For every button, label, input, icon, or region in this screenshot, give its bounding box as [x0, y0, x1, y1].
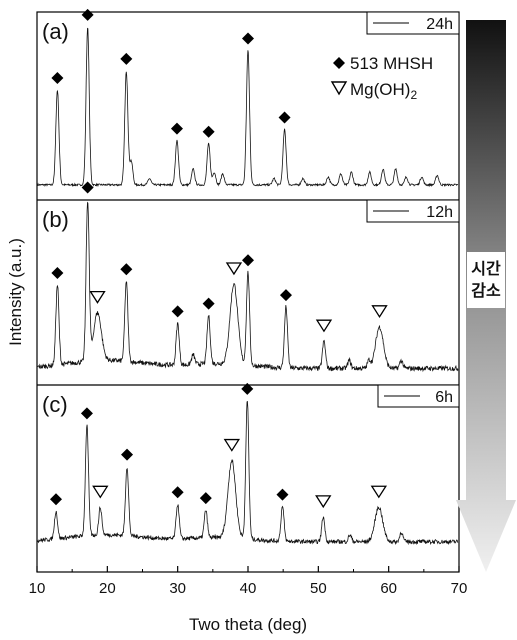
x-tick-label: 70	[451, 580, 468, 597]
x-tick-label: 60	[380, 580, 397, 597]
panels: (a) 24h (b) 12h (c) 6h	[37, 8, 460, 546]
arrow-label-line2: 감소	[471, 281, 501, 300]
mhsh-diamond-marker	[120, 263, 133, 276]
mhsh-diamond-marker	[170, 122, 183, 135]
x-tick-label: 10	[29, 580, 46, 597]
x-axis-ticks: 10 20 30 40 50 60 70	[29, 566, 468, 597]
x-tick-label: 50	[310, 580, 327, 597]
panel-0: (a) 24h	[37, 8, 460, 188]
mhsh-diamond-marker	[242, 254, 254, 267]
xrd-trace-line	[37, 201, 459, 373]
panel-label: (b)	[42, 207, 69, 232]
mhsh-diamond-marker	[276, 488, 289, 501]
series-legend-label: 6h	[435, 389, 453, 406]
mhsh-diamond-marker	[121, 448, 134, 461]
mhsh-diamond-marker	[80, 407, 93, 420]
legend: 513 MHSH Mg(OH)2	[330, 54, 433, 102]
x-tick-label: 30	[169, 580, 186, 597]
mhsh-diamond-marker	[171, 486, 184, 499]
mhsh-diamond-marker	[242, 32, 254, 45]
series-legend-label: 24h	[426, 16, 453, 33]
triangle-marker-icon	[330, 81, 348, 96]
panel-label: (c)	[42, 392, 68, 417]
xrd-trace-line	[37, 400, 459, 546]
panel-1: (b) 12h	[37, 181, 460, 373]
legend-mgoh2-subscript: 2	[410, 88, 417, 102]
time-decrease-arrow: 시간 감소	[456, 20, 516, 572]
series-legend-label: 12h	[426, 204, 453, 221]
legend-mgoh2-main: Mg(OH)	[350, 80, 410, 99]
panel-2: (c) 6h	[37, 382, 460, 546]
mhsh-diamond-marker	[49, 493, 62, 506]
mhsh-diamond-marker	[279, 289, 292, 302]
x-axis-label: Two theta (deg)	[189, 615, 307, 634]
arrow-label-line1: 시간	[471, 260, 501, 278]
mhsh-diamond-marker	[81, 181, 94, 194]
mgoh2-triangle-marker	[315, 319, 333, 333]
series-legend-box	[366, 199, 460, 223]
mgoh2-triangle-marker	[223, 438, 241, 452]
mhsh-diamond-marker	[241, 382, 254, 395]
mhsh-diamond-marker	[120, 52, 133, 65]
mhsh-diamond-marker	[171, 305, 184, 318]
mhsh-diamond-marker	[51, 266, 64, 279]
mhsh-diamond-marker	[278, 111, 291, 124]
mgoh2-triangle-marker	[225, 262, 243, 276]
series-legend-box	[366, 11, 460, 35]
mgoh2-triangle-marker	[315, 495, 332, 509]
panel-label: (a)	[42, 19, 69, 44]
mgoh2-triangle-marker	[89, 291, 106, 304]
arrow-label-background	[467, 252, 505, 308]
y-axis-label: Intensity (a.u.)	[6, 238, 25, 346]
mhsh-diamond-marker	[81, 8, 94, 21]
mhsh-diamond-marker	[202, 297, 215, 310]
mhsh-diamond-marker	[51, 72, 64, 85]
mgoh2-triangle-marker	[370, 485, 388, 499]
mgoh2-triangle-marker	[92, 485, 109, 499]
legend-mgoh2-label: Mg(OH)2	[350, 80, 417, 102]
mhsh-diamond-marker	[202, 125, 215, 138]
x-tick-label: 20	[99, 580, 116, 597]
xrd-trace-line	[37, 27, 458, 188]
diamond-marker-icon	[333, 57, 345, 69]
mgoh2-triangle-marker	[371, 305, 388, 319]
legend-mhsh-label: 513 MHSH	[350, 54, 433, 73]
mhsh-diamond-marker	[199, 492, 212, 505]
x-tick-label: 40	[240, 580, 257, 597]
